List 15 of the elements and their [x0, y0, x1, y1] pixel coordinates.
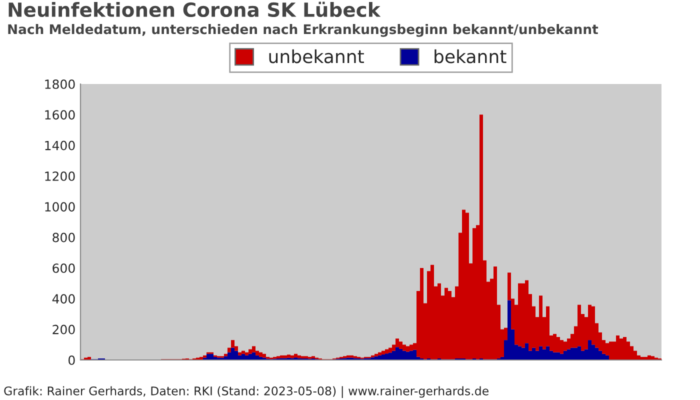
y-tick-label: 200 [52, 324, 75, 334]
y-tick-label: 0 [68, 355, 75, 365]
y-tick-label: 600 [52, 263, 75, 273]
y-tick-label: 400 [52, 294, 75, 304]
chart-subtitle: Nach Meldedatum, unterschieden nach Erkrankungsbeginn bekannt/unbekannt [8, 24, 598, 37]
y-tick-label: 800 [52, 232, 75, 242]
text: Grafik: Rainer Gerhards, Daten: RKI (Stand: 2023-05-08) | www.rainer-gerhards.de [4, 386, 488, 398]
chart-title: Neuinfektionen Corona SK Lübeck [8, 2, 381, 18]
y-tick-label: 1600 [45, 110, 75, 120]
y-tick-label: 1200 [45, 171, 75, 181]
legend-label: unbekannt [269, 49, 364, 64]
legend-label: bekannt [434, 49, 506, 64]
y-tick-label: 1400 [45, 140, 75, 150]
y-tick-label: 1000 [45, 202, 75, 212]
y-tick-label: 1800 [45, 79, 75, 89]
